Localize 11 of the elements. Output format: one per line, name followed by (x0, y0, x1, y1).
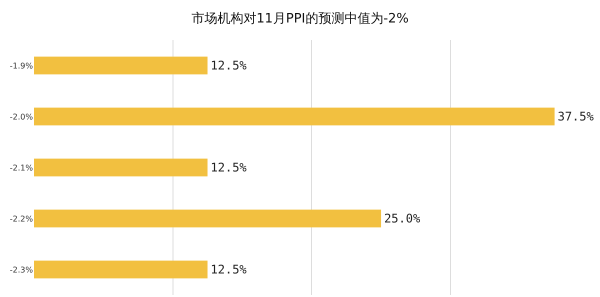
data-label: 12.5% (210, 160, 248, 175)
y-tick-label: -2.0% (10, 112, 34, 122)
data-label: 25.0% (384, 212, 421, 226)
chart-title: 市场机构对11月PPI的预测中值为-2% (191, 11, 409, 26)
y-tick-label: -2.3% (10, 265, 34, 274)
data-label: 12.5% (210, 58, 248, 72)
data-label: 12.5% (210, 262, 248, 277)
y-tick-label: -2.2% (10, 214, 34, 224)
data-label: 37.5% (558, 109, 594, 124)
y-tick-label: -2.1% (10, 163, 34, 172)
y-tick-label: -1.9% (10, 61, 34, 70)
